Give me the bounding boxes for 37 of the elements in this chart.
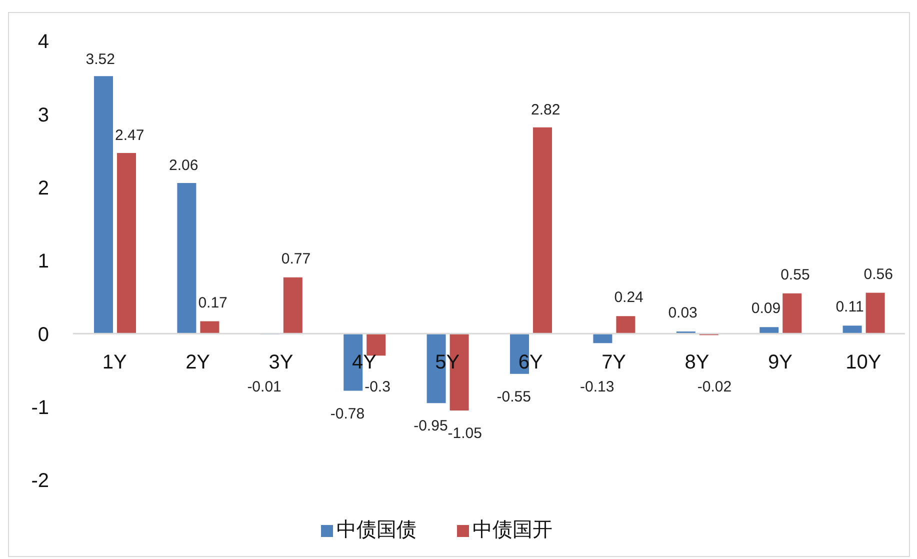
x-tick-label: 8Y	[684, 352, 710, 374]
data-label: 0.17	[198, 294, 228, 312]
x-tick-label: 10Y	[846, 352, 882, 374]
y-tick-label: 0	[38, 324, 49, 346]
x-tick-label: 3Y	[268, 352, 294, 374]
data-label: 0.24	[614, 289, 644, 306]
x-tick-label: 2Y	[186, 352, 210, 374]
data-label: -0.3	[364, 378, 390, 396]
data-label: 2.47	[115, 127, 144, 144]
y-tick-label: -2	[31, 470, 49, 492]
data-label: -0.55	[496, 388, 531, 406]
y-tick-label: -1	[31, 396, 49, 419]
data-label: 0.56	[864, 266, 894, 283]
y-tick-label: 1	[38, 250, 49, 273]
legend-label: 中债国开	[472, 519, 552, 541]
y-tick-label: 3	[38, 104, 49, 126]
data-label: 2.06	[168, 156, 198, 174]
y-tick-label: 2	[38, 177, 49, 200]
y-tick-label: 4	[38, 31, 49, 54]
data-label: 0.77	[281, 250, 311, 268]
data-label: -0.78	[330, 405, 365, 422]
data-label: -0.95	[414, 418, 448, 435]
x-tick-label: 1Y	[102, 352, 127, 374]
data-label: 0.03	[668, 304, 698, 322]
x-tick-label: 5Y	[435, 352, 460, 374]
data-label: -0.01	[247, 378, 282, 396]
data-label: 0.11	[836, 298, 864, 316]
x-tick-label: 9Y	[768, 352, 792, 374]
data-label: 3.52	[86, 50, 115, 68]
x-tick-label: 7Y	[602, 352, 626, 374]
data-label: -0.13	[580, 378, 614, 396]
data-label: 2.82	[531, 102, 560, 119]
legend-label: 中债国债	[336, 519, 416, 541]
data-label: -0.02	[697, 378, 732, 396]
data-label: 0.09	[751, 300, 781, 318]
data-label: -1.05	[448, 424, 482, 442]
data-label: 0.55	[780, 266, 810, 284]
